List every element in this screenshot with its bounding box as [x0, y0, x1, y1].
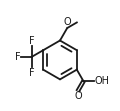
- Text: F: F: [29, 68, 34, 78]
- Text: O: O: [74, 91, 82, 101]
- Text: F: F: [15, 52, 21, 62]
- Text: F: F: [29, 36, 34, 46]
- Text: O: O: [63, 17, 71, 27]
- Text: OH: OH: [94, 76, 109, 86]
